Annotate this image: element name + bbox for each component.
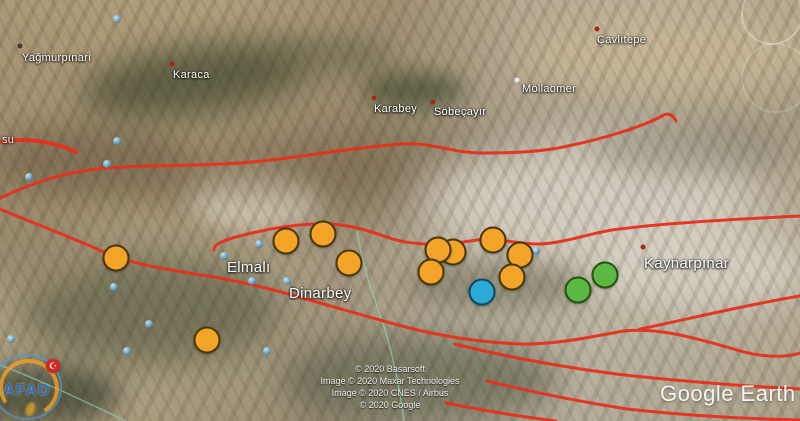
fault-line-4	[0, 207, 800, 358]
place-label-karabey: Karabey	[374, 103, 418, 115]
fault-line-7	[485, 379, 800, 421]
minor-placemark-icon[interactable]	[255, 240, 263, 248]
place-dot-sobecayir	[430, 99, 436, 105]
afad-wordmark: AFAD	[3, 382, 51, 399]
google-earth-logo: Google Earth	[660, 381, 796, 406]
attribution-line: © 2020 Basarsoft	[355, 364, 425, 374]
minor-placemark-icon[interactable]	[25, 173, 33, 181]
attribution-line: Image © 2020 CNES / Airbus	[331, 388, 449, 398]
earthquake-marker-orange[interactable]	[309, 220, 337, 248]
cloud-ring-1	[741, 0, 800, 45]
attribution-line: © 2020 Google	[359, 400, 421, 410]
minor-placemark-icon[interactable]	[248, 277, 256, 285]
fault-line-1	[0, 138, 78, 154]
earthquake-marker-blue[interactable]	[468, 278, 496, 306]
map-attribution: © 2020 Basarsoft Image © 2020 Maxar Tech…	[250, 363, 530, 411]
terrain-patch	[270, 35, 390, 75]
earthquake-marker-orange[interactable]	[102, 244, 130, 272]
place-dot-yagmurpinari	[17, 43, 23, 49]
earthquake-marker-orange[interactable]	[417, 258, 445, 286]
afad-logo: ☪ AFAD	[0, 350, 90, 421]
place-label-sobecayir: Söbeçayır	[434, 106, 487, 118]
minor-placemark-icon[interactable]	[263, 347, 271, 355]
earthquake-marker-orange[interactable]	[272, 227, 300, 255]
terrain-valley-patch	[590, 230, 800, 310]
fault-line-8	[444, 401, 558, 421]
place-dot-kaynarpinar	[640, 244, 646, 250]
fault-line-2	[0, 112, 678, 200]
fault-line-3	[212, 214, 800, 252]
place-dot-mollaomer	[514, 77, 520, 83]
afad-ring-icon	[0, 354, 62, 420]
place-dot-karaca	[169, 61, 175, 67]
minor-placemark-icon[interactable]	[113, 137, 121, 145]
terrain-dark-patch	[280, 335, 560, 421]
minor-placemark-icon[interactable]	[283, 277, 291, 285]
terrain-forest-patch	[365, 72, 465, 108]
terrain-speckle-patch	[590, 125, 790, 175]
earthquake-marker-orange[interactable]	[498, 263, 526, 291]
attribution-line: Image © 2020 Maxar Technologies	[320, 376, 460, 386]
place-label-elmali: Elmalı	[227, 259, 271, 276]
minor-placemark-icon[interactable]	[220, 252, 228, 260]
place-label-dinarbey: Dinarbey	[289, 285, 352, 302]
place-label-mollaomer: Möllaömer	[522, 83, 577, 95]
earthquake-marker-green[interactable]	[564, 276, 592, 304]
minor-placemark-icon[interactable]	[113, 15, 121, 23]
place-dot-cavlitepe	[594, 26, 600, 32]
minor-placemark-icon[interactable]	[123, 347, 131, 355]
minor-placemark-icon[interactable]	[145, 320, 153, 328]
earthquake-marker-green[interactable]	[591, 261, 619, 289]
place-label-karaca: Karaca	[173, 69, 210, 81]
minor-placemark-icon[interactable]	[532, 247, 540, 255]
place-label-yagmurpinari: Yağmurpınarı	[22, 52, 92, 64]
minor-placemark-icon[interactable]	[103, 160, 111, 168]
minor-placemark-icon[interactable]	[110, 283, 118, 291]
earthquake-marker-orange[interactable]	[335, 249, 363, 277]
place-label-su: su	[2, 134, 15, 146]
place-label-cavlitepe: Çavlıtepe	[597, 34, 647, 46]
cloud-ring-2	[741, 43, 800, 113]
terrain-pale-patch	[520, 15, 800, 95]
fault-line-5	[638, 294, 800, 331]
turkish-flag-icon: ☪	[46, 359, 60, 373]
fault-line-6	[453, 342, 800, 391]
earthquake-marker-orange[interactable]	[479, 226, 507, 254]
place-label-kaynarpinar: Kaynarpınar	[644, 255, 730, 272]
place-dot-karabey	[371, 95, 377, 101]
earthquake-marker-orange[interactable]	[193, 326, 221, 354]
boundary-line-1	[356, 230, 405, 421]
minor-placemark-icon[interactable]	[7, 335, 15, 343]
